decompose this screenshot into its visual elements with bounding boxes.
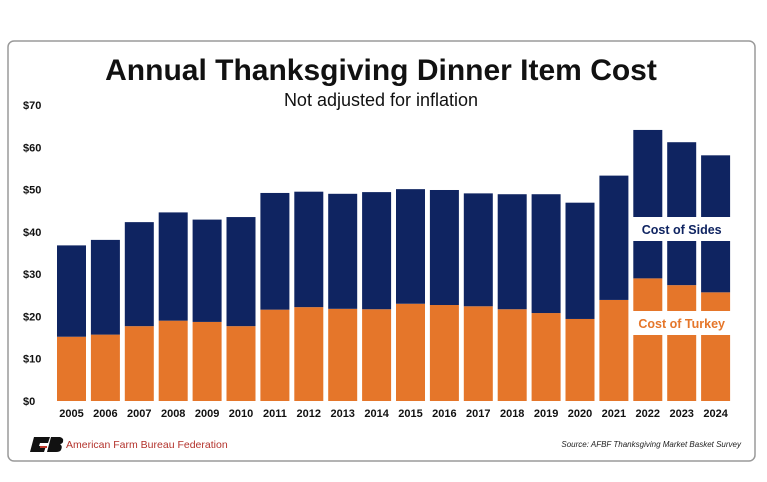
bar-sides <box>158 212 188 321</box>
bar-turkey <box>396 303 425 401</box>
x-tick-label: 2005 <box>59 408 83 420</box>
x-tick-label: 2012 <box>297 408 321 420</box>
bar-turkey <box>362 309 392 401</box>
legend-cost-of-sides: Cost of Sides <box>642 223 722 237</box>
x-tick-label: 2017 <box>466 408 490 420</box>
bar-sides <box>667 142 697 286</box>
bar-turkey <box>260 309 290 401</box>
legend-cost-of-turkey: Cost of Turkey <box>638 317 725 331</box>
x-tick-label: 2021 <box>602 408 626 420</box>
y-tick-label: $50 <box>23 185 41 197</box>
bar-sides <box>362 192 392 310</box>
legend-gap-sides <box>631 217 735 241</box>
bar-turkey <box>497 309 527 401</box>
x-tick-label: 2022 <box>636 408 660 420</box>
bar-turkey <box>57 336 86 401</box>
bar-turkey <box>463 306 493 401</box>
legend-gap-turkey <box>631 311 735 335</box>
bar-sides <box>90 239 120 335</box>
afbf-logo <box>30 437 64 452</box>
source-note: Source: AFBF Thanksgiving Market Basket … <box>561 440 742 449</box>
x-tick-label: 2016 <box>432 408 456 420</box>
bar-sides <box>57 245 86 337</box>
bar-sides <box>633 129 663 279</box>
bar-sides <box>192 219 222 322</box>
bar-sides <box>396 189 425 304</box>
y-tick-label: $30 <box>23 269 41 281</box>
bar-sides <box>463 193 493 307</box>
bar-turkey <box>90 334 120 401</box>
bar-sides <box>429 189 459 306</box>
bar-turkey <box>667 285 697 401</box>
y-tick-label: $10 <box>23 354 41 366</box>
bar-turkey <box>565 318 595 401</box>
x-tick-label: 2014 <box>364 408 389 420</box>
x-tick-label: 2011 <box>263 408 287 420</box>
y-tick-label: $0 <box>23 396 35 408</box>
x-tick-label: 2023 <box>669 408 693 420</box>
y-tick-label: $40 <box>23 227 41 239</box>
bar-turkey <box>429 305 459 401</box>
bar-turkey <box>192 321 222 401</box>
bar-turkey <box>158 320 188 401</box>
bar-sides <box>599 175 629 300</box>
x-tick-label: 2009 <box>195 408 219 420</box>
bar-sides <box>226 217 256 327</box>
x-tick-label: 2018 <box>500 408 524 420</box>
organization-name: American Farm Bureau Federation <box>66 439 228 451</box>
x-tick-label: 2024 <box>703 408 728 420</box>
bar-sides <box>124 222 154 327</box>
bar-sides <box>565 202 595 319</box>
bar-turkey <box>701 292 731 401</box>
y-tick-label: $20 <box>23 311 41 323</box>
x-tick-label: 2008 <box>161 408 185 420</box>
x-tick-label: 2010 <box>229 408 253 420</box>
bar-sides <box>294 191 324 308</box>
bar-turkey <box>328 308 358 401</box>
x-tick-label: 2019 <box>534 408 558 420</box>
y-tick-label: $60 <box>23 142 41 154</box>
bar-turkey <box>124 326 154 401</box>
chart-subtitle: Not adjusted for inflation <box>284 90 478 110</box>
x-tick-label: 2007 <box>127 408 151 420</box>
bar-turkey <box>531 313 561 401</box>
bar-turkey <box>226 326 256 401</box>
y-tick-label: $70 <box>23 100 41 112</box>
bar-turkey <box>294 307 324 401</box>
bar-sides <box>531 194 561 314</box>
bar-sides <box>328 193 358 309</box>
bar-turkey <box>633 278 663 401</box>
bar-sides <box>260 192 290 310</box>
x-tick-label: 2020 <box>568 408 592 420</box>
x-tick-label: 2013 <box>330 408 354 420</box>
chart-title: Annual Thanksgiving Dinner Item Cost <box>105 54 657 87</box>
bar-sides <box>497 194 527 310</box>
bar-turkey <box>599 299 629 401</box>
x-tick-label: 2006 <box>93 408 117 420</box>
x-tick-label: 2015 <box>398 408 422 420</box>
